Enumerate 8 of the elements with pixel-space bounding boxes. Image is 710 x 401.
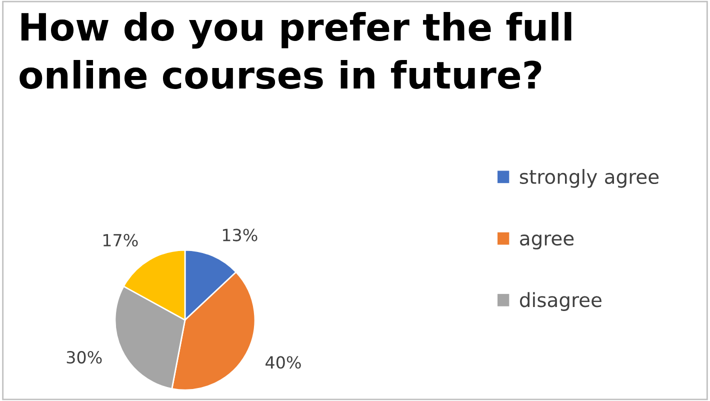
data-label: 30% <box>66 350 102 364</box>
legend-label: strongly agree <box>520 168 659 188</box>
legend-label: disagree <box>520 292 602 312</box>
data-label: 17% <box>103 234 138 247</box>
data-label: 13% <box>222 228 258 242</box>
legend-label: agree <box>520 234 574 250</box>
chart-title: How do you prefer the full online courses in future? <box>20 12 572 90</box>
data-label: 40% <box>266 356 301 369</box>
